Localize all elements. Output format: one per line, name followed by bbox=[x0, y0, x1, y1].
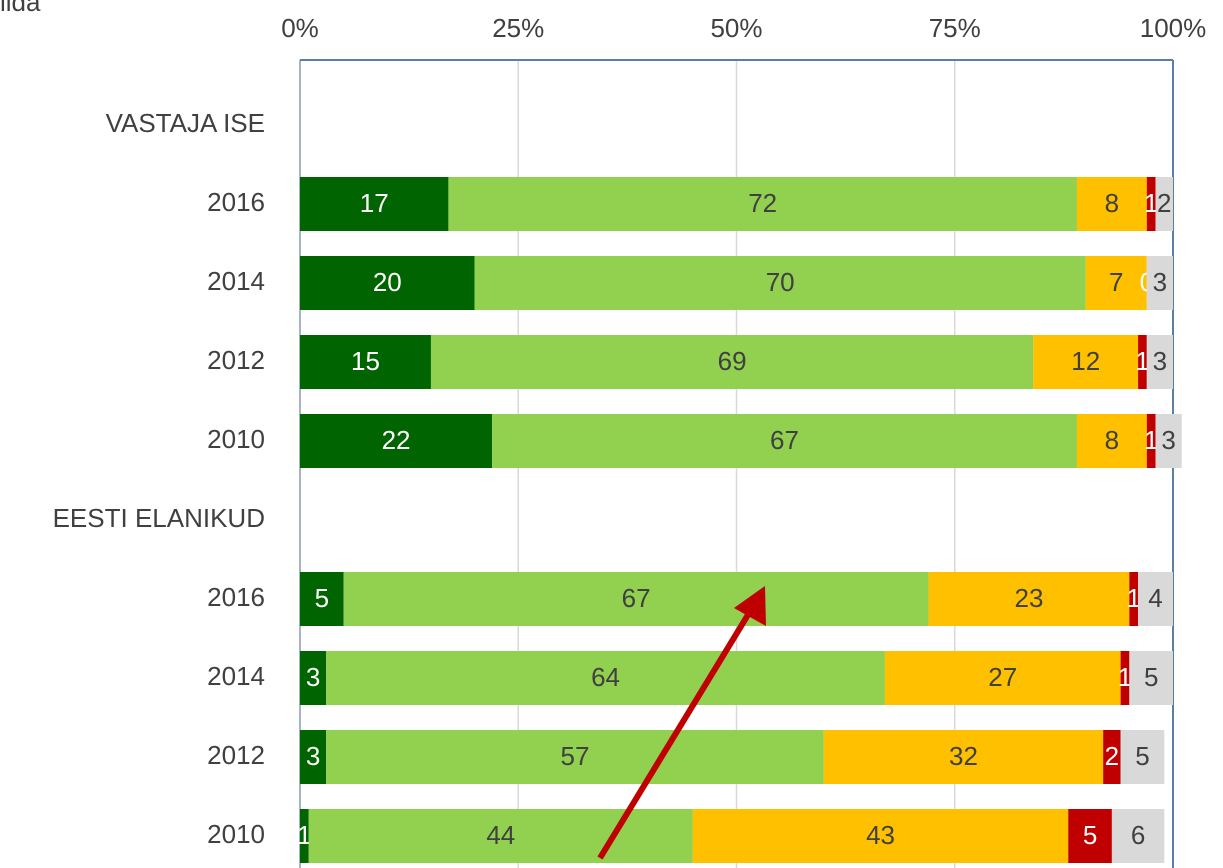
bar-segment bbox=[326, 651, 885, 705]
value-label: 67 bbox=[770, 425, 799, 455]
bar-segment bbox=[308, 809, 693, 863]
bar-segment bbox=[823, 730, 1104, 784]
value-label: 3 bbox=[1161, 425, 1175, 455]
value-label: 23 bbox=[1014, 583, 1043, 613]
x-tick-label: 0% bbox=[281, 13, 319, 43]
value-label: 70 bbox=[766, 267, 795, 297]
bar-segment bbox=[300, 414, 493, 468]
value-label: 8 bbox=[1105, 425, 1119, 455]
y-tick-label: 2016 bbox=[207, 582, 265, 612]
value-label: 1 bbox=[1135, 346, 1149, 376]
y-tick-label: 2010 bbox=[207, 424, 265, 454]
value-label: 44 bbox=[486, 820, 515, 850]
bar-segment bbox=[1103, 730, 1121, 784]
bar-segment bbox=[1068, 809, 1112, 863]
bar-segment bbox=[300, 177, 449, 231]
bar-segment bbox=[1076, 414, 1147, 468]
y-tick-label: EESTI ELANIKUD bbox=[53, 503, 265, 533]
value-label: 5 bbox=[1144, 662, 1158, 692]
bar-segment bbox=[1146, 256, 1173, 310]
value-label: 15 bbox=[351, 346, 380, 376]
bar-segment bbox=[1138, 572, 1173, 626]
value-label: 1 bbox=[297, 820, 311, 850]
x-tick-label: 25% bbox=[492, 13, 544, 43]
value-label: 5 bbox=[1135, 741, 1149, 771]
value-label: 1 bbox=[1118, 662, 1132, 692]
bar-segment bbox=[474, 256, 1086, 310]
value-label: 43 bbox=[866, 820, 895, 850]
bar-segment bbox=[1120, 651, 1130, 705]
bar-segment bbox=[1138, 335, 1147, 389]
x-tick-label: 100% bbox=[1140, 13, 1207, 43]
bar-segment bbox=[1129, 651, 1173, 705]
y-tick-label: 2012 bbox=[207, 740, 265, 770]
bar-segment bbox=[343, 572, 929, 626]
value-label: 2 bbox=[1105, 741, 1119, 771]
value-label: 1 bbox=[1144, 188, 1158, 218]
arrow bbox=[597, 586, 766, 860]
bar-segment bbox=[1146, 335, 1173, 389]
bar-segment bbox=[928, 572, 1130, 626]
bar-segment bbox=[1076, 177, 1147, 231]
value-label: 20 bbox=[373, 267, 402, 297]
bar-segment bbox=[1033, 335, 1139, 389]
bar-segment bbox=[300, 572, 344, 626]
value-label: 1 bbox=[1126, 583, 1140, 613]
value-label: 3 bbox=[1153, 267, 1167, 297]
bar-segment bbox=[300, 809, 309, 863]
bar-segment bbox=[884, 651, 1121, 705]
bar-segment bbox=[1120, 730, 1165, 784]
value-label: 64 bbox=[591, 662, 620, 692]
bar-segment bbox=[300, 651, 327, 705]
y-tick-label: 2014 bbox=[207, 661, 265, 691]
bar-segment bbox=[300, 256, 475, 310]
y-tick-label: 2016 bbox=[207, 187, 265, 217]
value-label: 57 bbox=[561, 741, 590, 771]
bar-segment bbox=[692, 809, 1069, 863]
corner-text: lida bbox=[0, 0, 41, 17]
bar-segment bbox=[1146, 414, 1156, 468]
y-tick-label: VASTAJA ISE bbox=[106, 108, 265, 138]
bar-segment bbox=[1155, 414, 1182, 468]
value-label: 5 bbox=[315, 583, 329, 613]
value-label: 27 bbox=[988, 662, 1017, 692]
x-tick-label: 75% bbox=[929, 13, 981, 43]
value-label: 2 bbox=[1157, 188, 1171, 218]
y-tick-label: 2012 bbox=[207, 345, 265, 375]
bar-segment bbox=[1155, 177, 1173, 231]
bar-segment bbox=[492, 414, 1077, 468]
value-label: 4 bbox=[1148, 583, 1162, 613]
y-tick-label: 2014 bbox=[207, 266, 265, 296]
value-label: 6 bbox=[1131, 820, 1145, 850]
value-label: 7 bbox=[1109, 267, 1123, 297]
value-label: 1 bbox=[1144, 425, 1158, 455]
value-label: 8 bbox=[1105, 188, 1119, 218]
value-label: 17 bbox=[360, 188, 389, 218]
bar-segment bbox=[1085, 256, 1147, 310]
x-tick-label: 50% bbox=[710, 13, 762, 43]
bar-segment bbox=[326, 730, 824, 784]
bar-segment bbox=[300, 335, 431, 389]
y-tick-label: 2010 bbox=[207, 819, 265, 849]
value-label: 5 bbox=[1083, 820, 1097, 850]
bar-segment bbox=[1146, 177, 1156, 231]
bar-segment bbox=[1129, 572, 1139, 626]
value-label: 67 bbox=[622, 583, 651, 613]
value-label: 3 bbox=[1153, 346, 1167, 376]
value-label: 3 bbox=[306, 662, 320, 692]
value-label: 3 bbox=[306, 741, 320, 771]
bar-segment bbox=[448, 177, 1077, 231]
bar-segment bbox=[300, 730, 327, 784]
value-label: 32 bbox=[949, 741, 978, 771]
value-label: 69 bbox=[718, 346, 747, 376]
value-label: 72 bbox=[748, 188, 777, 218]
bar-segment bbox=[430, 335, 1034, 389]
value-label: 22 bbox=[382, 425, 411, 455]
bar-segment bbox=[1111, 809, 1165, 863]
value-label: 12 bbox=[1071, 346, 1100, 376]
